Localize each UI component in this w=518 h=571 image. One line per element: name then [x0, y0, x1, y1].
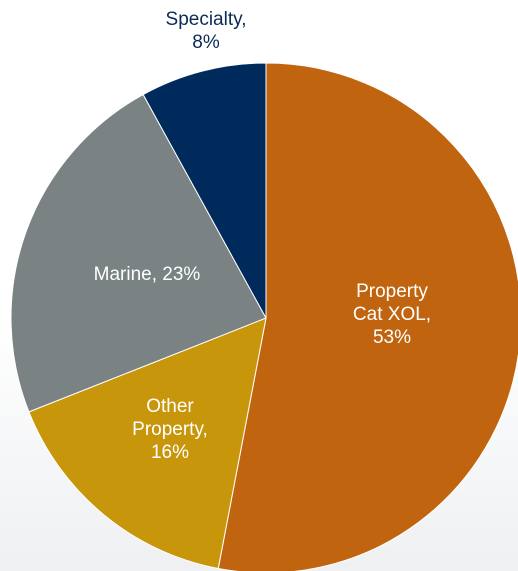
slice-label-marine: Marine, 23% — [94, 264, 201, 285]
pie-labels: Property Cat XOL, 53% Other Property, 16% Mari… — [94, 9, 431, 463]
slice-label-line: Other — [146, 396, 194, 417]
pie-slice-property-cat-xol — [217, 62, 518, 571]
slice-label-line: Property, — [132, 419, 208, 440]
slice-label-line: Cat XOL, — [353, 304, 431, 325]
slice-label-specialty: Specialty, 8% — [166, 9, 247, 53]
pie-slice-other-property — [28, 317, 267, 570]
pie-slice-specialty — [142, 62, 267, 319]
pie-slice-marine — [10, 93, 267, 413]
slice-label-property-cat-xol: Property Cat XOL, 53% — [353, 281, 431, 348]
slice-label-line: Marine, 23% — [94, 264, 201, 285]
slice-label-line: 8% — [192, 32, 220, 53]
pie-slices — [10, 62, 518, 571]
slice-label-line: 53% — [373, 327, 411, 348]
slice-label-line: 16% — [151, 442, 189, 463]
slice-label-other-property: Other Property, 16% — [132, 396, 208, 463]
slice-label-line: Property — [356, 281, 428, 302]
slice-label-line: Specialty, — [166, 9, 247, 30]
